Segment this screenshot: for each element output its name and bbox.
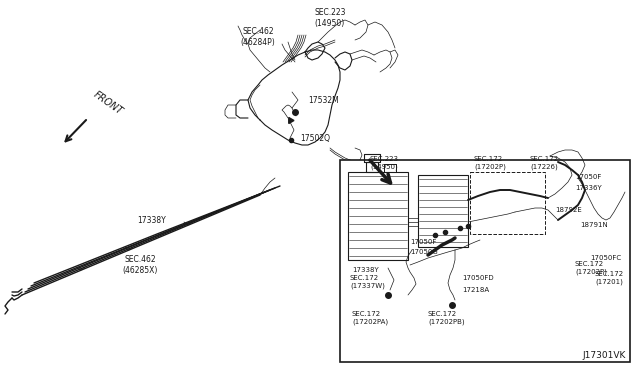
Text: SEC.172
(17202P): SEC.172 (17202P) xyxy=(575,261,607,275)
Text: SEC.172
(17226): SEC.172 (17226) xyxy=(530,156,559,170)
Text: 18791N: 18791N xyxy=(580,222,608,228)
Text: 17050F: 17050F xyxy=(410,239,436,245)
Bar xyxy=(418,175,468,247)
Bar xyxy=(340,160,630,362)
Text: 17050FD: 17050FD xyxy=(462,275,493,281)
Text: 17050FC: 17050FC xyxy=(590,255,621,261)
Text: SEC.223
(14950): SEC.223 (14950) xyxy=(314,8,346,28)
Text: SEC.172
(17202P): SEC.172 (17202P) xyxy=(474,156,506,170)
Text: 17338Y: 17338Y xyxy=(138,215,166,224)
Text: SEC.462
(46284P): SEC.462 (46284P) xyxy=(241,27,275,47)
Text: 17050F: 17050F xyxy=(575,174,602,180)
Text: 18792E: 18792E xyxy=(555,207,582,213)
Text: SEC.223
(14950): SEC.223 (14950) xyxy=(370,156,399,170)
Text: 17050G: 17050G xyxy=(410,249,438,255)
Text: FRONT: FRONT xyxy=(92,90,125,117)
Text: SEC.172
(17201): SEC.172 (17201) xyxy=(595,271,624,285)
Text: SEC.462
(46285X): SEC.462 (46285X) xyxy=(122,255,157,275)
Text: 17336Y: 17336Y xyxy=(575,185,602,191)
Text: 17502Q: 17502Q xyxy=(300,134,330,142)
Text: J17301VK: J17301VK xyxy=(582,351,626,360)
Text: 17532M: 17532M xyxy=(308,96,339,105)
Text: SEC.172
(17202PA): SEC.172 (17202PA) xyxy=(352,311,388,325)
Text: 17218A: 17218A xyxy=(462,287,489,293)
Text: 17338Y: 17338Y xyxy=(352,267,379,273)
Bar xyxy=(470,172,545,234)
Bar xyxy=(348,172,408,260)
Text: SEC.172
(17337W): SEC.172 (17337W) xyxy=(350,275,385,289)
Text: SEC.172
(17202PB): SEC.172 (17202PB) xyxy=(428,311,465,325)
